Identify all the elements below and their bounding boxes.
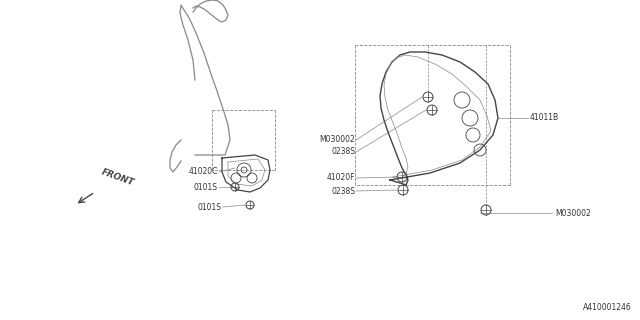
Text: 0238S: 0238S bbox=[331, 148, 355, 156]
Text: 0101S: 0101S bbox=[194, 182, 218, 191]
Text: M030002: M030002 bbox=[319, 135, 355, 145]
Text: FRONT: FRONT bbox=[100, 168, 135, 188]
Text: 41011B: 41011B bbox=[530, 114, 559, 123]
Text: 41020C: 41020C bbox=[189, 167, 218, 177]
Text: A410001246: A410001246 bbox=[583, 303, 632, 312]
Text: 0238S: 0238S bbox=[331, 187, 355, 196]
Text: M030002: M030002 bbox=[555, 209, 591, 218]
Text: 0101S: 0101S bbox=[198, 203, 222, 212]
Text: 41020F: 41020F bbox=[326, 173, 355, 182]
